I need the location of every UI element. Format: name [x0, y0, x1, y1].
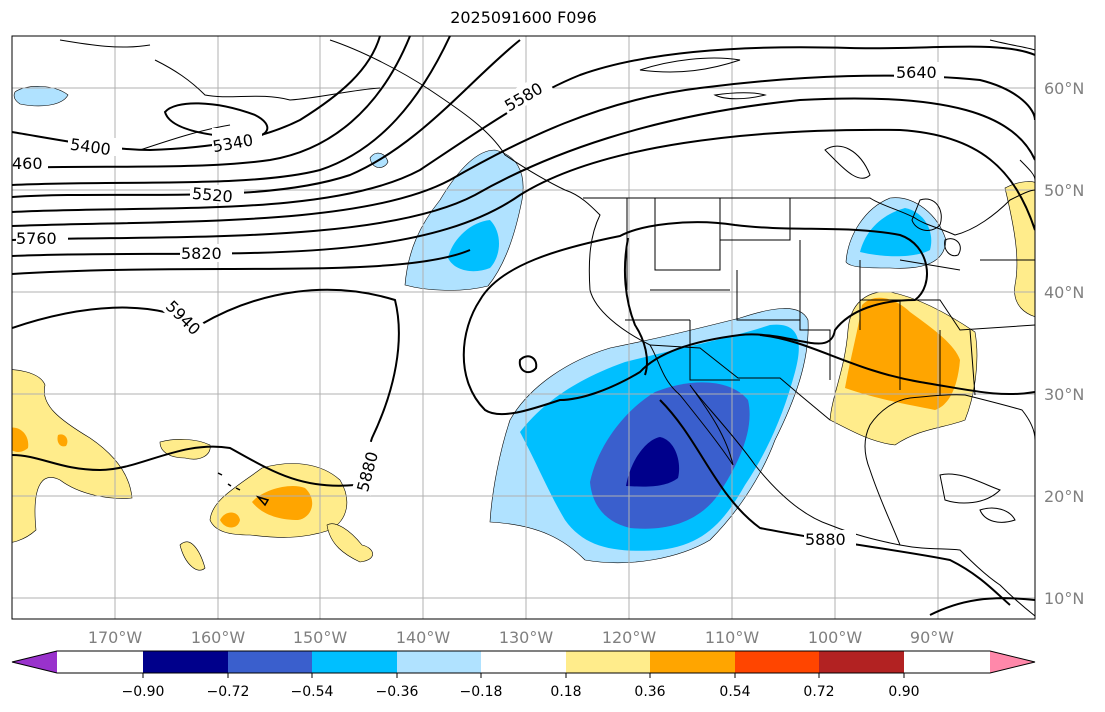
lat-label: 30°N — [1044, 385, 1084, 404]
lon-label: 100°W — [808, 628, 863, 647]
colorbar-extend-min — [12, 651, 57, 673]
lon-label: 120°W — [602, 628, 657, 647]
lat-label: 20°N — [1044, 487, 1084, 506]
lat-label: 40°N — [1044, 283, 1084, 302]
lon-label: 160°W — [191, 628, 246, 647]
figure-title: 2025091600 F096 — [450, 8, 597, 27]
map-area: 5340 5400 460 5520 5580 5640 5760 5820 5… — [12, 36, 1035, 619]
anomaly-yellow-east-coast — [1004, 181, 1035, 317]
longitude-axis: 170°W 160°W 150°W 140°W 130°W 120°W 110°… — [88, 628, 954, 647]
anomaly-yellow-small-2 — [326, 523, 373, 563]
colorbar-segment — [819, 651, 904, 673]
lon-label: 90°W — [910, 628, 954, 647]
lat-label: 10°N — [1044, 589, 1084, 608]
lon-label: 130°W — [499, 628, 554, 647]
contour-label: 5520 — [191, 184, 233, 206]
colorbar-tick-label: −0.90 — [122, 684, 165, 700]
coastlines — [59, 39, 1035, 617]
colorbar-segment — [566, 651, 650, 673]
anomaly-navy-baja — [626, 437, 680, 487]
colorbar-tick-label: 0.72 — [803, 684, 834, 700]
colorbar-tick-label: 0.36 — [634, 684, 665, 700]
contour-label: 5640 — [896, 63, 937, 82]
lat-label: 60°N — [1044, 79, 1084, 98]
colorbar-tick-label: −0.36 — [376, 684, 419, 700]
colorbar-segment — [312, 651, 397, 673]
colorbar-tick-label: 0.90 — [888, 684, 919, 700]
anomaly-orange-west-pacific — [12, 427, 68, 452]
colorbar-segment — [650, 651, 735, 673]
colorbar-segment — [481, 651, 566, 673]
colorbar-tick-label: −0.54 — [291, 684, 334, 700]
contour-label: 5820 — [181, 244, 222, 263]
colorbar-segment — [735, 651, 819, 673]
colorbar-segment — [228, 651, 312, 673]
latitude-axis: 60°N 50°N 40°N 30°N 20°N 10°N — [1044, 79, 1084, 608]
colorbar-segment — [143, 651, 228, 673]
contour-label: 460 — [12, 154, 43, 173]
anomaly-blue-pacific-nw — [448, 220, 499, 272]
lon-label: 110°W — [705, 628, 760, 647]
lon-label: 170°W — [88, 628, 143, 647]
colorbar-ticks: −0.90 −0.72 −0.54 −0.36 −0.18 0.18 0.36 … — [122, 684, 920, 700]
colorbar-tick-label: −0.72 — [207, 684, 250, 700]
lon-label: 140°W — [396, 628, 451, 647]
anomaly-orange-southeast — [845, 297, 960, 410]
colorbar-segment — [397, 651, 481, 673]
anomaly-yellow-west-pacific — [12, 369, 133, 543]
lon-label: 150°W — [293, 628, 348, 647]
colorbar-extend-max — [990, 651, 1035, 673]
colorbar — [11, 650, 1036, 678]
colorbar-tick-label: −0.18 — [460, 684, 503, 700]
contour-label: 5760 — [16, 229, 57, 248]
colorbar-tick-label: 0.54 — [719, 684, 750, 700]
anomaly-blue-great-lakes — [860, 208, 932, 257]
lat-label: 50°N — [1044, 181, 1084, 200]
colorbar-outline — [11, 650, 1036, 674]
colorbar-tick-label: 0.18 — [550, 684, 581, 700]
map-frame — [11, 35, 1036, 620]
anomaly-light-blue-alaska — [13, 86, 69, 107]
anomaly-yellow-small-3 — [179, 541, 206, 571]
contour-label: 5880 — [805, 530, 846, 549]
